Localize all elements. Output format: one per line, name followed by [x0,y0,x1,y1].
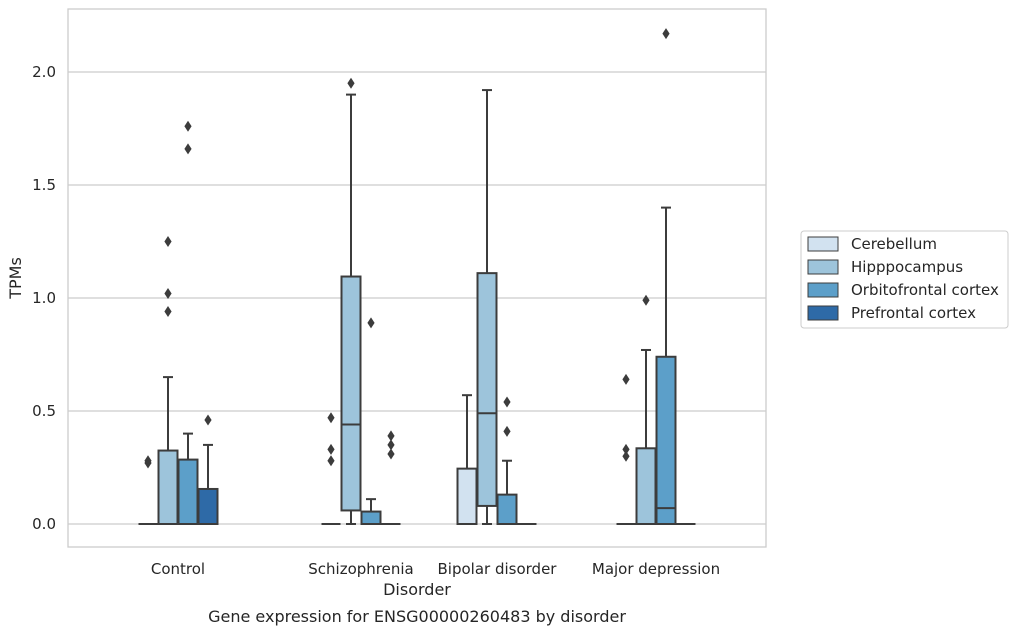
outlier-point [184,143,192,155]
legend-label: Orbitofrontal cortex [851,281,999,299]
box-body [360,510,382,526]
outlier-point [164,287,172,299]
box [496,396,518,525]
y-axis-ticks: 0.0 0.5 1.0 1.5 2.0 [32,63,56,533]
box-body [157,449,179,525]
box [340,77,362,525]
series-hipppocampus [157,77,657,526]
legend-swatch [807,305,839,321]
box-body [456,467,478,526]
box [321,412,341,525]
x-tick-label: Major depression [592,560,720,578]
box-body [476,272,498,507]
series-cerebellum [138,373,636,526]
box [177,120,199,525]
box-body [655,355,677,526]
box [138,455,158,525]
outlier-point [164,236,172,247]
outlier-point [387,448,395,460]
outlier-point [622,450,630,462]
outlier-point [144,457,152,469]
outlier-point [503,396,511,408]
outlier-point [164,306,172,318]
legend: Cerebellum Hipppocampus Orbitofrontal cort… [800,230,1009,329]
box [197,414,219,525]
legend-swatch [807,259,839,275]
x-tick-label: Bipolar disorder [438,560,558,578]
box [655,28,677,526]
legend-swatch [807,236,839,252]
chart-caption: Gene expression for ENSG00000260483 by d… [208,607,626,626]
box [456,394,478,526]
y-axis-title: TPMs [6,257,25,300]
series-orbitofrontal-cortex [177,28,677,526]
outlier-point [622,373,630,385]
outlier-point [327,443,335,455]
outlier-point [327,412,335,424]
legend-frame [800,230,1009,329]
legend-label: Cerebellum [851,235,937,253]
box-series [138,28,696,526]
outlier-point [503,425,511,437]
series-prefrontal-cortex [197,414,696,525]
box [381,430,401,525]
outlier-point [387,439,395,451]
y-tick-label: 0.5 [32,402,56,420]
box [616,373,636,525]
outlier-point [662,28,670,40]
box-body [496,493,518,525]
y-tick-label: 2.0 [32,63,56,81]
x-axis-title: Disorder [383,580,451,599]
outlier-point [367,317,375,329]
box-body [177,458,199,525]
legend-label: Hipppocampus [851,258,963,276]
outlier-point [347,77,355,89]
y-tick-label: 0.0 [32,515,56,533]
outlier-point [204,414,212,426]
outlier-point [184,120,192,132]
legend-swatch [807,282,839,298]
box [360,317,382,526]
legend-label: Prefrontal cortex [851,304,976,322]
box [157,236,179,525]
y-tick-label: 1.5 [32,176,56,194]
box [476,89,498,525]
x-axis-ticks: Control Schizophrenia Bipolar disorder Majo… [151,560,720,578]
box [635,294,657,526]
x-tick-label: Schizophrenia [308,560,413,578]
outlier-point [387,430,395,442]
outlier-point [642,294,650,306]
outlier-point [622,443,630,455]
box-body [340,275,362,512]
x-tick-label: Control [151,560,205,578]
outlier-point [327,455,335,467]
y-tick-label: 1.0 [32,289,56,307]
box-body [197,487,219,525]
box-body [635,447,657,526]
plot-frame [67,8,767,548]
legend-entries: Cerebellum Hipppocampus Orbitofrontal cort… [807,235,999,322]
